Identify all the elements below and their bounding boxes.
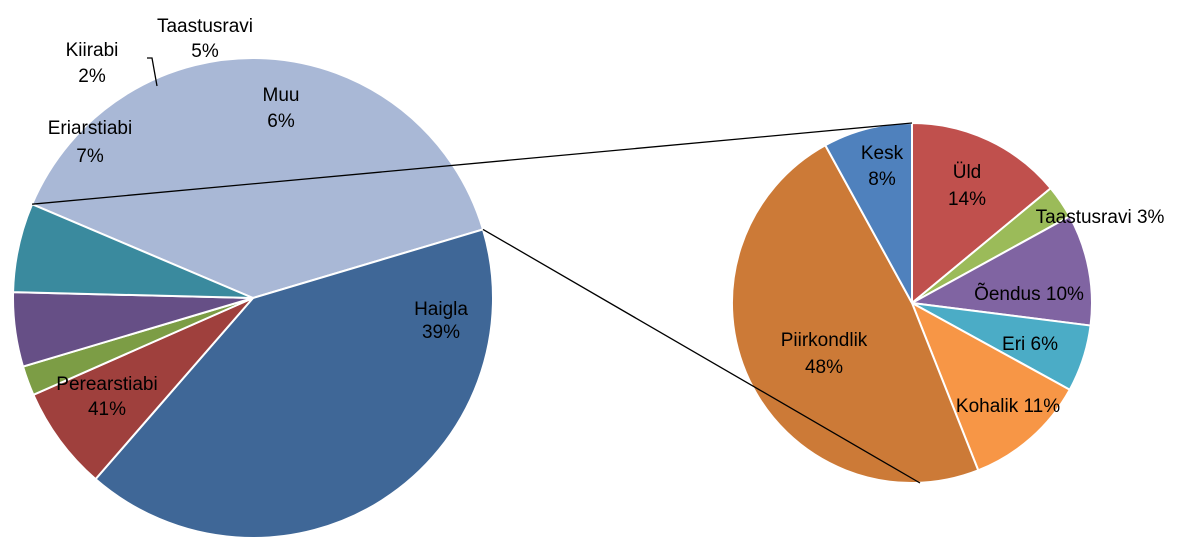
secondary-label-value-uld: 14% [948,189,986,210]
secondary-label-name-kesk: Kesk [861,143,904,164]
main-label-value-haigla: 39% [422,322,460,343]
connector-lines [32,122,921,484]
secondary-slice-kohalik [910,300,1072,472]
connector-line-top [32,122,913,205]
main-label-value-eriarstiabi: 7% [76,146,104,167]
main-label-name-perearstiabi: Perearstiabi [56,374,157,395]
secondary-pie [731,121,1093,485]
secondary-label-value-kesk: 8% [868,169,896,190]
secondary-label-value-piirkondlik: 48% [805,357,843,378]
connector-line-bottom [482,228,921,484]
secondary-slice-uld [911,121,1053,306]
main-slice-eriarstiabi [32,297,254,481]
main-label-name-kiirabi: Kiirabi [66,40,119,61]
main-label-name-eriarstiabi: Eriarstiabi [48,118,132,139]
main-label-name-taastusravi: Taastusravi [157,16,253,37]
main-label-value-perearstiabi: 41% [88,399,126,420]
main-slice-muu [12,202,254,299]
secondary-label-eri: Eri 6% [1002,334,1058,355]
main-label-value-muu: 6% [267,111,295,132]
main-slice-perearstiabi [94,228,494,538]
secondary-label-taastusravi: Taastusravi 3% [1036,207,1165,228]
kiirabi-leader-line [147,57,158,87]
secondary-label-name-uld: Üld [953,162,982,183]
secondary-label-name-piirkondlik: Piirkondlik [781,330,868,351]
secondary-label-kohalik: Kohalik 11% [956,396,1060,417]
main-label-value-kiirabi: 2% [78,66,106,87]
main-slice-haigla [30,56,485,300]
secondary-slice-piirkondlik [731,143,980,485]
main-label-name-haigla: Haigla [414,299,468,320]
main-pie [12,56,494,538]
secondary-slice-oendus [908,214,1093,327]
main-label-name-muu: Muu [263,85,300,106]
main-label-value-taastusravi: 5% [191,41,219,62]
secondary-label-oendus: Õendus 10% [974,283,1084,305]
